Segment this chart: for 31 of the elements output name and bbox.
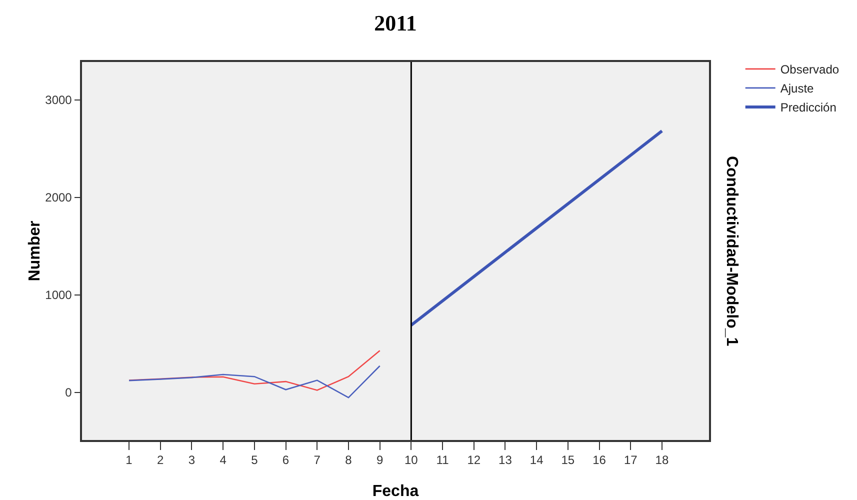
x-tick-label: 8	[345, 453, 352, 468]
y-tick-label: 1000	[45, 288, 72, 302]
x-tick-label: 10	[404, 453, 418, 468]
x-tick-label: 5	[251, 453, 258, 468]
x-tick-label: 9	[376, 453, 384, 468]
y-tick-label: 2000	[45, 190, 72, 205]
x-tick-label: 1	[126, 453, 133, 468]
x-tick-label: 6	[282, 453, 290, 468]
x-tick-label: 11	[436, 453, 450, 468]
chart-title: 2011	[374, 10, 417, 36]
line-series	[128, 365, 380, 398]
x-tick-label: 7	[314, 453, 321, 468]
x-tick-label: 2	[157, 453, 164, 468]
legend-label: Predicción	[780, 100, 836, 115]
x-tick-label: 15	[561, 453, 575, 468]
x-tick-label: 12	[467, 453, 481, 468]
x-tick-label: 16	[592, 453, 606, 468]
x-tick-label: 17	[624, 453, 638, 468]
y-tick-label: 3000	[45, 93, 72, 108]
line-series	[128, 350, 380, 391]
x-tick-label: 13	[498, 453, 512, 468]
x-axis-title: Fecha	[372, 483, 419, 500]
legend-label: Observado	[780, 62, 840, 77]
x-tick-label: 18	[655, 453, 669, 468]
x-tick-label: 3	[188, 453, 196, 468]
y2-axis-title: Conductividad-Modelo_1	[723, 156, 740, 346]
y-tick-label: 0	[65, 385, 72, 400]
x-tick-label: 4	[220, 453, 227, 468]
y-axis-title: Number	[26, 220, 44, 282]
x-tick-label: 14	[530, 453, 544, 468]
legend-label: Ajuste	[780, 82, 814, 96]
